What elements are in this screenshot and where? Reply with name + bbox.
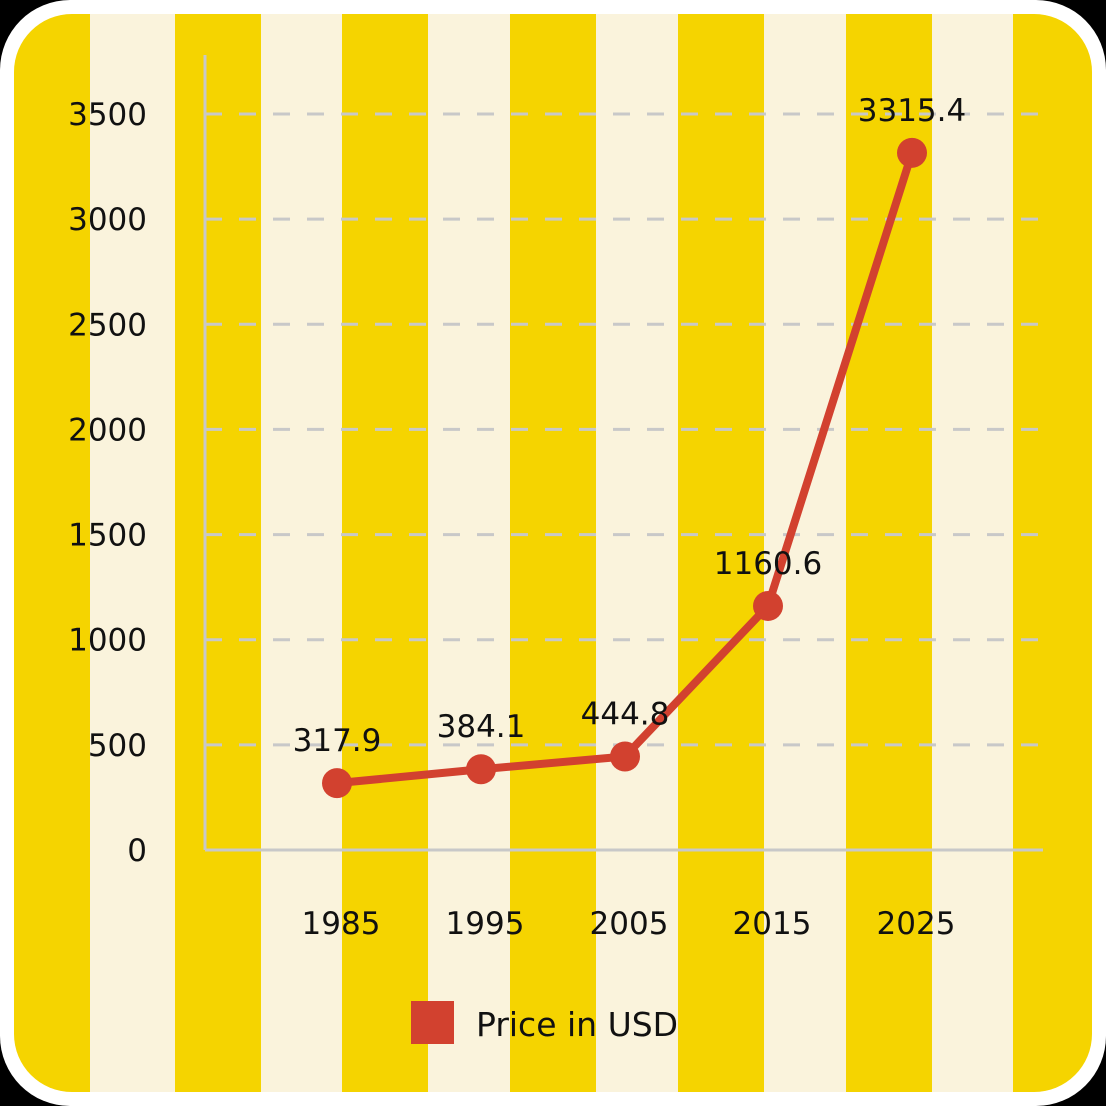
x-tick-label-2015: 2015 (733, 906, 812, 942)
stripe-5 (846, 14, 932, 1092)
data-point-2015 (753, 590, 783, 621)
chart-card: 0 500 1000 1500 2000 2500 3000 3500 1985 1995 200… (14, 14, 1092, 1092)
y-tick-label-1500: 1500 (68, 518, 147, 554)
data-point-2025 (897, 137, 927, 168)
axes (203, 55, 1043, 852)
stripe-4 (678, 14, 764, 1092)
legend: Price in USD (411, 1001, 678, 1044)
data-point-1995 (466, 754, 496, 785)
data-label-1995: 384.1 (437, 709, 526, 745)
legend-swatch (411, 1001, 454, 1044)
stripe-0 (14, 14, 90, 1092)
y-tick-label-3500: 3500 (68, 97, 147, 133)
data-point-1985 (322, 768, 352, 799)
y-tick-label-3000: 3000 (68, 202, 147, 238)
background-stripes (14, 14, 1092, 1092)
x-tick-label-1985: 1985 (302, 906, 381, 942)
x-tick-label-2025: 2025 (877, 906, 956, 942)
x-tick-label-2005: 2005 (590, 906, 669, 942)
y-tick-label-2500: 2500 (68, 307, 147, 343)
data-labels: 317.9 384.1 444.8 1160.6 3315.4 (293, 93, 967, 759)
series-group (322, 137, 927, 799)
y-tick-label-500: 500 (88, 728, 147, 764)
stripe-2 (342, 14, 428, 1092)
y-tick-labels: 0 500 1000 1500 2000 2500 3000 3500 (68, 97, 147, 869)
y-tick-label-0: 0 (127, 833, 147, 869)
data-label-2015: 1160.6 (714, 546, 822, 582)
stripe-1 (175, 14, 261, 1092)
y-tick-label-2000: 2000 (68, 412, 147, 448)
data-point-2005 (610, 741, 640, 772)
line-chart: 0 500 1000 1500 2000 2500 3000 3500 1985 1995 200… (14, 14, 1092, 1092)
data-label-2025: 3315.4 (858, 93, 966, 129)
x-tick-label-1995: 1995 (446, 906, 525, 942)
data-label-2005: 444.8 (581, 696, 670, 732)
data-label-1985: 317.9 (293, 723, 382, 759)
x-tick-labels: 1985 1995 2005 2015 2025 (302, 906, 956, 942)
stripe-6 (1013, 14, 1092, 1092)
stripe-3 (510, 14, 596, 1092)
legend-label: Price in USD (476, 1005, 678, 1044)
y-tick-label-1000: 1000 (68, 623, 147, 659)
